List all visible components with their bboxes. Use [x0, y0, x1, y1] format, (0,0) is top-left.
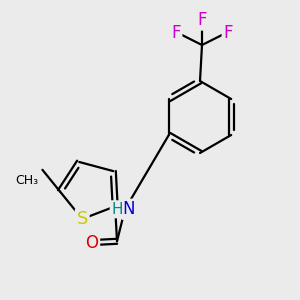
- Text: H: H: [111, 202, 123, 217]
- Text: N: N: [123, 200, 135, 218]
- Text: F: F: [171, 24, 181, 42]
- Text: F: F: [223, 24, 233, 42]
- Text: CH₃: CH₃: [15, 174, 38, 187]
- Text: F: F: [197, 11, 207, 29]
- Text: S: S: [76, 210, 88, 228]
- Text: O: O: [85, 234, 98, 252]
